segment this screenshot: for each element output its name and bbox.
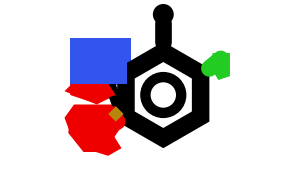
Polygon shape xyxy=(64,86,116,104)
Circle shape xyxy=(151,82,176,108)
Polygon shape xyxy=(70,84,116,103)
Bar xyxy=(70,38,131,86)
Polygon shape xyxy=(108,106,123,122)
Polygon shape xyxy=(68,106,120,152)
Circle shape xyxy=(140,72,186,118)
Polygon shape xyxy=(135,62,192,128)
Bar xyxy=(70,40,127,84)
Polygon shape xyxy=(108,106,123,122)
Polygon shape xyxy=(213,53,230,80)
Circle shape xyxy=(153,4,174,25)
Polygon shape xyxy=(64,105,122,156)
Polygon shape xyxy=(213,53,230,80)
Polygon shape xyxy=(117,42,209,148)
